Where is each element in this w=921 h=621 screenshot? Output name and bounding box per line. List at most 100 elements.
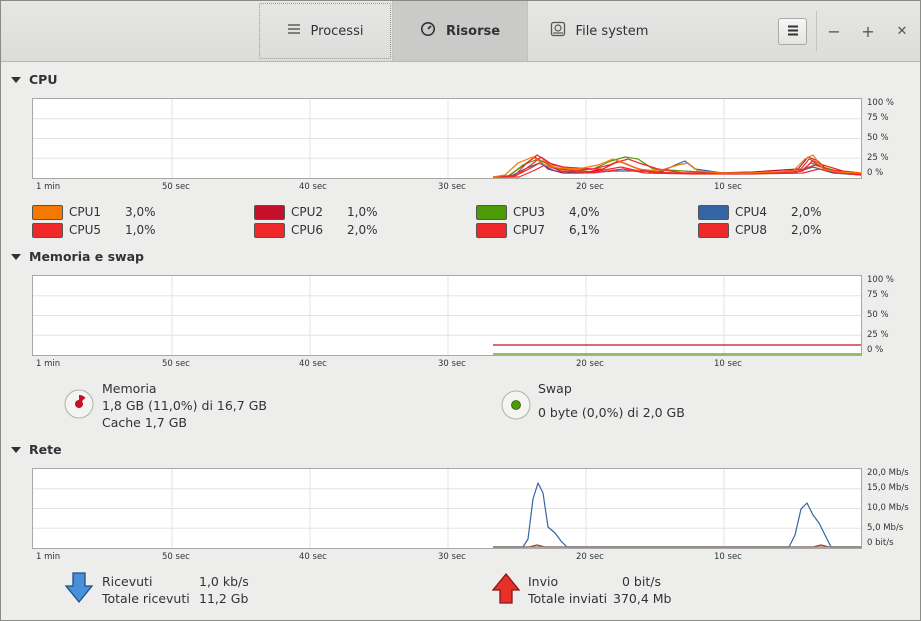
net-y-tick-label: 0 bit/s	[867, 538, 894, 548]
received-values: 1,0 kb/s 11,2 Gb	[199, 573, 249, 607]
cpu-color-swatch[interactable]	[254, 204, 285, 220]
mem-x-tick-label: 30 sec	[438, 359, 466, 369]
net-x-tick-label: 30 sec	[438, 552, 466, 562]
cpu-name: CPU4	[735, 205, 768, 219]
graph-canvas	[33, 276, 861, 355]
cpu-name: CPU7	[513, 223, 546, 237]
net-x-tick-label: 20 sec	[576, 552, 604, 562]
cpu-usage-value: 6,1%	[569, 223, 600, 237]
cpu-legend-item[interactable]: CPU4 2,0%	[698, 204, 822, 220]
cpu-legend-item[interactable]: CPU6 2,0%	[254, 222, 378, 238]
tab-file-system[interactable]: File system	[529, 1, 669, 61]
cpu-legend-item[interactable]: CPU1 3,0%	[32, 204, 156, 220]
mem-x-tick-label: 1 min	[36, 359, 61, 369]
maximize-button[interactable]: +	[861, 21, 875, 41]
cpu-usage-value: 1,0%	[347, 205, 378, 219]
collapse-triangle-icon	[11, 76, 21, 83]
sent-info: Invio Totale inviati	[528, 573, 607, 607]
cpu-legend-item[interactable]: CPU3 4,0%	[476, 204, 600, 220]
cpu-y-tick-label: 100 %	[867, 98, 895, 108]
cpu-section-header[interactable]: CPU	[11, 72, 58, 87]
hamburger-menu-button[interactable]	[778, 18, 807, 45]
sent-total-label: Totale inviati	[528, 591, 608, 606]
download-arrow-icon[interactable]	[64, 572, 94, 604]
cpu-legend-item[interactable]: CPU8 2,0%	[698, 222, 822, 238]
upload-arrow-icon[interactable]	[491, 572, 521, 604]
cpu-usage-line	[492, 160, 861, 178]
cpu-name: CPU3	[513, 205, 546, 219]
swap-info: Swap 0 byte (0,0%) di 2,0 GB	[538, 380, 685, 421]
cpu-color-swatch[interactable]	[32, 204, 63, 220]
sent-values: 0 bit/s 370,4 Mb	[613, 573, 671, 607]
cpu-x-tick-label: 10 sec	[714, 182, 742, 192]
cpu-color-swatch[interactable]	[698, 222, 729, 238]
cpu-color-swatch[interactable]	[32, 222, 63, 238]
mem-y-tick-label: 75 %	[867, 290, 889, 300]
cpu-usage-value: 4,0%	[569, 205, 600, 219]
tab-resources-label: Risorse	[445, 23, 501, 39]
cpu-usage-value: 3,0%	[125, 205, 156, 219]
swap-pie-icon[interactable]	[501, 390, 531, 420]
cpu-legend-item[interactable]: CPU5 1,0%	[32, 222, 156, 238]
cpu-color-swatch[interactable]	[254, 222, 285, 238]
memory-info: Memoria 1,8 GB (11,0%) di 16,7 GB Cache …	[102, 380, 267, 431]
net-y-tick-label: 20,0 Mb/s	[867, 468, 909, 478]
net-y-tick-label: 10,0 Mb/s	[867, 503, 909, 513]
network-section-header[interactable]: Rete	[11, 442, 62, 457]
cpu-usage-value: 2,0%	[791, 205, 822, 219]
close-button[interactable]: ✕	[896, 23, 908, 39]
tab-processes-label: Processi	[310, 23, 364, 39]
mem-y-tick-label: 100 %	[867, 275, 895, 285]
cpu-legend-item[interactable]: CPU7 6,1%	[476, 222, 600, 238]
net-x-tick-label: 50 sec	[162, 552, 190, 562]
received-total: 11,2 Gb	[199, 591, 249, 606]
cpu-section-title: CPU	[29, 72, 58, 87]
sent-label: Invio	[528, 574, 559, 589]
cpu-legend-item[interactable]: CPU2 1,0%	[254, 204, 378, 220]
received-info: Ricevuti Totale ricevuti	[102, 573, 190, 607]
cpu-x-tick-label: 20 sec	[576, 182, 604, 192]
collapse-triangle-icon	[11, 446, 21, 453]
net-y-tick-label: 5,0 Mb/s	[867, 523, 904, 533]
cpu-usage-value: 2,0%	[347, 223, 378, 237]
minimize-button[interactable]: −	[827, 21, 841, 41]
memory-label: Memoria	[102, 381, 157, 396]
network-section-title: Rete	[29, 442, 62, 457]
memory-history-graph	[32, 275, 862, 356]
received-label: Ricevuti	[102, 574, 153, 589]
memory-pie-icon[interactable]	[64, 389, 94, 419]
graph-canvas	[33, 469, 861, 548]
list-icon	[287, 23, 301, 39]
swap-usage: 0 byte (0,0%) di 2,0 GB	[538, 405, 685, 420]
cpu-y-tick-label: 50 %	[867, 133, 889, 143]
header-separator	[816, 11, 817, 51]
cpu-color-swatch[interactable]	[476, 204, 507, 220]
net-x-tick-label: 10 sec	[714, 552, 742, 562]
received-total-label: Totale ricevuti	[102, 591, 190, 606]
mem-y-tick-label: 0 %	[867, 345, 884, 355]
memory-section-title: Memoria e swap	[29, 249, 144, 264]
memory-usage: 1,8 GB (11,0%) di 16,7 GB	[102, 398, 267, 413]
tab-resources[interactable]: Risorse	[392, 1, 528, 61]
cpu-color-swatch[interactable]	[698, 204, 729, 220]
cpu-x-tick-label: 30 sec	[438, 182, 466, 192]
disk-icon	[550, 21, 566, 41]
mem-y-tick-label: 25 %	[867, 330, 889, 340]
net-x-tick-label: 40 sec	[299, 552, 327, 562]
cpu-y-tick-label: 75 %	[867, 113, 889, 123]
cpu-usage-line	[492, 154, 861, 178]
mem-x-tick-label: 40 sec	[299, 359, 327, 369]
cpu-name: CPU8	[735, 223, 768, 237]
mem-y-tick-label: 50 %	[867, 310, 889, 320]
memory-section-header[interactable]: Memoria e swap	[11, 249, 144, 264]
memory-cache: Cache 1,7 GB	[102, 415, 187, 430]
tab-file-system-label: File system	[575, 23, 649, 39]
cpu-name: CPU5	[69, 223, 102, 237]
cpu-color-swatch[interactable]	[476, 222, 507, 238]
header-bar: Processi Risorse File system − + ✕	[1, 1, 920, 62]
received-rate-line	[493, 482, 861, 548]
mem-x-tick-label: 50 sec	[162, 359, 190, 369]
tab-processes[interactable]: Processi	[259, 3, 391, 59]
net-y-tick-label: 15,0 Mb/s	[867, 483, 909, 493]
net-x-tick-label: 1 min	[36, 552, 61, 562]
